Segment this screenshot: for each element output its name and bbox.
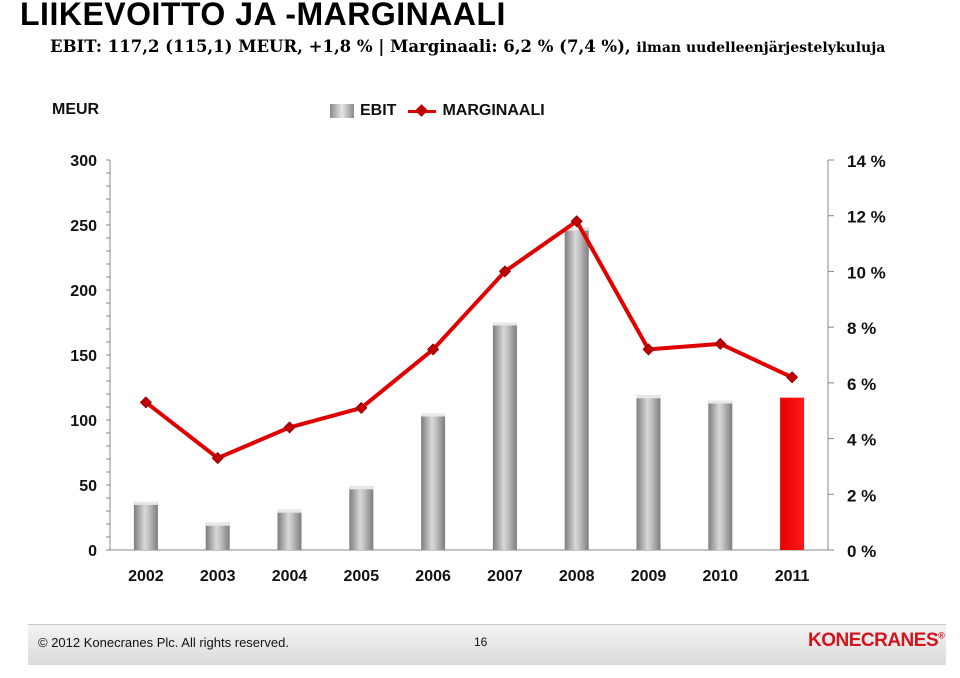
subtitle-main: EBIT: 117,2 (115,1) MEUR, +1,8 % | Margi…	[50, 37, 631, 56]
konecranes-logo: KONECRANES®	[808, 630, 945, 652]
legend-ebit-label: EBIT	[360, 102, 397, 119]
footer-bar	[28, 624, 946, 665]
left-tick-label: 0	[88, 543, 97, 560]
ebit-margin-chart: 0 50 100 150 200 250 300 0 % 2 % 4 % 6 % 8 % 10 % 12 …	[70, 152, 886, 585]
margin-point-2011	[786, 371, 799, 384]
bar-ebit-2010	[708, 400, 733, 550]
bar-top-highlight	[205, 522, 230, 526]
bar-ebit-2002	[133, 501, 158, 550]
bar-ebit-2006	[421, 413, 446, 550]
bar-ebit-2008	[564, 227, 589, 550]
x-tick-label: 2007	[487, 568, 523, 585]
margin-point-2003	[211, 452, 224, 465]
right-tick-label: 12 %	[847, 208, 886, 227]
margin-point-2009	[642, 343, 655, 356]
y-axis-label: MEUR	[52, 101, 100, 118]
right-tick-label: 10 %	[847, 263, 886, 282]
footer: © 2012 Konecranes Plc. All rights reserv…	[0, 620, 960, 670]
right-tick-label: 0 %	[847, 542, 876, 561]
right-tick-label: 2 %	[847, 486, 876, 505]
legend-margin-label: MARGINAALI	[442, 102, 545, 119]
right-tick-label: 4 %	[847, 431, 876, 450]
logo-text: KONECRANES	[808, 630, 939, 651]
x-tick-label: 2005	[344, 568, 380, 585]
right-tick-label: 14 %	[847, 152, 886, 171]
bar-top-highlight	[636, 395, 661, 399]
bar-ebit-2007	[492, 322, 517, 550]
margin-point-2005	[355, 401, 368, 414]
bar-ebit-2003	[205, 522, 230, 550]
x-tick-label: 2009	[631, 568, 667, 585]
margin-point-2010	[714, 337, 727, 350]
legend-margin-swatch	[408, 101, 437, 121]
margin-point-2002	[139, 396, 152, 409]
subtitle-suffix: ilman uudelleenjärjestelykuluja	[636, 40, 886, 56]
x-tick-label: 2010	[703, 568, 739, 585]
page-title: LIIKEVOITTO JA -MARGINAALI	[20, 0, 506, 32]
bar-top-highlight	[349, 486, 374, 490]
page-subtitle: EBIT: 117,2 (115,1) MEUR, +1,8 % | Margi…	[50, 37, 885, 56]
x-tick-label: 2002	[128, 568, 164, 585]
bar-top-highlight	[492, 322, 517, 326]
margin-point-2008	[570, 215, 583, 228]
bar-top-highlight	[277, 509, 302, 513]
x-tick-label: 2006	[415, 568, 451, 585]
left-tick-label: 300	[70, 153, 97, 170]
right-tick-label: 8 %	[847, 319, 876, 338]
left-tick-label: 200	[70, 283, 97, 300]
margin-point-2004	[283, 421, 296, 434]
left-tick-label: 100	[70, 413, 97, 430]
legend-ebit-swatch	[330, 104, 354, 118]
x-tick-label: 2011	[775, 568, 810, 585]
bar-top-highlight	[708, 400, 733, 404]
x-tick-label: 2003	[200, 568, 236, 585]
logo-mark: ®	[938, 630, 945, 641]
chart-legend: EBIT MARGINAALI	[330, 100, 557, 122]
bar-ebit-2004	[277, 509, 302, 550]
bar-top-highlight	[421, 413, 446, 417]
bar-top-highlight	[564, 227, 589, 231]
margin-point-2006	[427, 343, 440, 356]
left-tick-label: 250	[70, 218, 97, 235]
bar-top-highlight	[133, 501, 158, 505]
x-tick-label: 2004	[272, 568, 308, 585]
bar-ebit-2009	[636, 395, 661, 550]
left-tick-label: 50	[79, 478, 97, 495]
right-tick-label: 6 %	[847, 375, 876, 394]
page-number: 16	[474, 635, 488, 649]
bar-ebit-2005	[349, 486, 374, 550]
x-tick-label: 2008	[559, 568, 595, 585]
left-tick-label: 150	[70, 348, 97, 365]
bar-ebit-2011	[780, 397, 805, 550]
margin-line	[144, 219, 793, 461]
margin-point-2007	[498, 265, 511, 278]
copyright-text: © 2012 Konecranes Plc. All rights reserv…	[38, 635, 289, 650]
